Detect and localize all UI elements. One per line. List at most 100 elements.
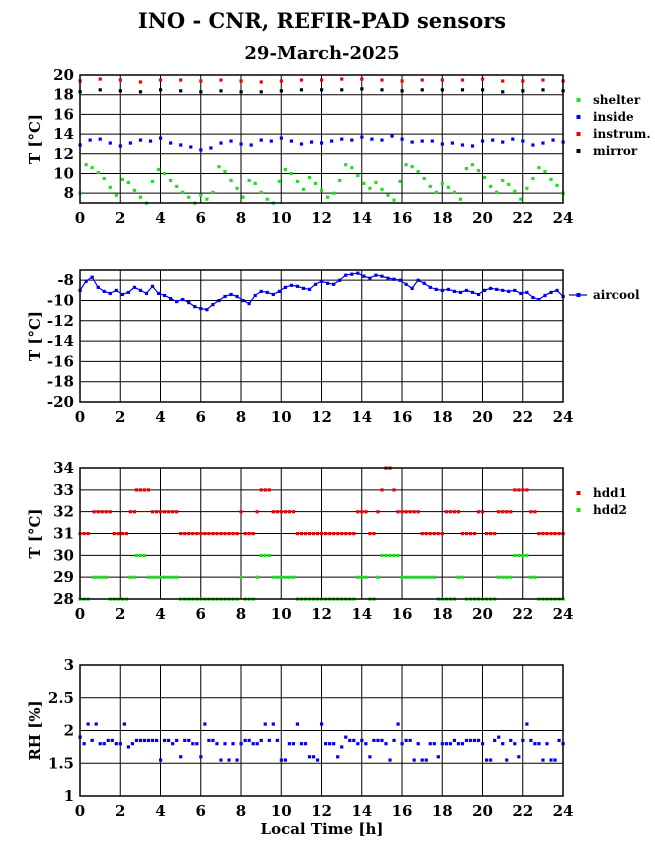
data-point (501, 510, 505, 514)
data-point (444, 510, 448, 514)
data-point (489, 758, 493, 762)
plot-frame (79, 467, 564, 600)
legend-swatch (576, 491, 581, 495)
data-point (537, 742, 541, 746)
legend-swatch (576, 98, 581, 102)
data-point (271, 510, 275, 514)
data-point (283, 285, 287, 289)
data-point (263, 553, 267, 558)
data-point (360, 738, 364, 743)
y-tick-label: 2 (64, 722, 74, 740)
plot-frame (79, 269, 564, 403)
data-point (410, 165, 414, 169)
data-point (241, 298, 245, 303)
data-point (309, 140, 314, 144)
data-point (191, 532, 195, 536)
x-tick-label: 22 (512, 605, 533, 623)
x-tick-label: 12 (311, 209, 332, 227)
data-point (432, 532, 436, 536)
data-point (122, 722, 126, 726)
data-point (517, 488, 521, 492)
data-point (360, 77, 364, 81)
data-point (241, 195, 245, 199)
data-point (521, 139, 525, 143)
y-tick-label: 2.5 (48, 689, 74, 707)
x-tick-label: 0 (75, 802, 85, 820)
data-point (485, 758, 489, 762)
data-point (243, 738, 247, 743)
data-point (265, 290, 269, 295)
data-point (513, 488, 517, 492)
data-point (458, 197, 463, 201)
data-point (489, 286, 493, 290)
data-point (82, 532, 86, 536)
data-point (98, 77, 102, 81)
data-point (521, 738, 525, 743)
data-point (219, 89, 223, 93)
data-point (380, 738, 384, 743)
data-point (295, 722, 300, 726)
x-tick-label: 20 (472, 605, 493, 623)
y-axis-label: T [°C] (26, 311, 44, 361)
data-point (84, 163, 88, 167)
data-point (428, 184, 432, 188)
data-point (271, 575, 275, 579)
data-point (253, 181, 257, 186)
data-point (424, 575, 428, 579)
data-point (148, 139, 153, 143)
data-point (108, 510, 112, 514)
data-point (205, 197, 209, 201)
data-point (159, 510, 163, 514)
data-point (223, 742, 227, 746)
data-point (464, 288, 469, 293)
y-tick-label: 3 (64, 656, 74, 674)
data-point (513, 288, 517, 293)
data-point (159, 78, 163, 82)
data-point (295, 179, 300, 184)
data-point (440, 532, 444, 536)
data-point (247, 532, 251, 536)
data-point (142, 488, 147, 492)
data-point (483, 175, 487, 180)
data-point (235, 294, 239, 299)
legend-swatch (576, 293, 581, 297)
data-point (541, 532, 545, 536)
data-point (96, 575, 100, 579)
x-tick-label: 2 (115, 408, 125, 426)
data-point (239, 90, 243, 94)
legend-label: hdd1 (593, 486, 627, 500)
data-point (169, 178, 173, 183)
data-point (529, 510, 533, 514)
data-point (326, 195, 330, 199)
data-point (320, 722, 324, 726)
data-point (404, 510, 408, 514)
data-point (195, 742, 199, 746)
y-tick-label: -12 (47, 312, 74, 330)
data-point (470, 290, 475, 295)
y-tick-label: 1.5 (48, 754, 74, 772)
data-point (364, 510, 368, 514)
y-tick-label: 29 (53, 568, 74, 586)
data-point (511, 137, 515, 141)
data-point (328, 532, 332, 536)
data-point (102, 176, 106, 181)
data-point (320, 188, 324, 192)
legend-label: inside (593, 110, 634, 124)
data-point (146, 575, 151, 579)
data-point (557, 532, 561, 536)
data-point (227, 532, 231, 536)
data-point (340, 137, 344, 141)
data-point (96, 170, 100, 175)
data-point (187, 195, 191, 199)
data-point (183, 532, 187, 536)
data-point (392, 738, 396, 743)
data-point (376, 575, 380, 579)
data-point (100, 510, 104, 514)
data-point (517, 755, 521, 759)
legend-swatch (576, 508, 581, 512)
x-tick-label: 6 (196, 408, 206, 426)
data-point (420, 575, 424, 579)
data-point (159, 758, 163, 762)
data-point (476, 292, 481, 297)
data-point (138, 80, 143, 84)
